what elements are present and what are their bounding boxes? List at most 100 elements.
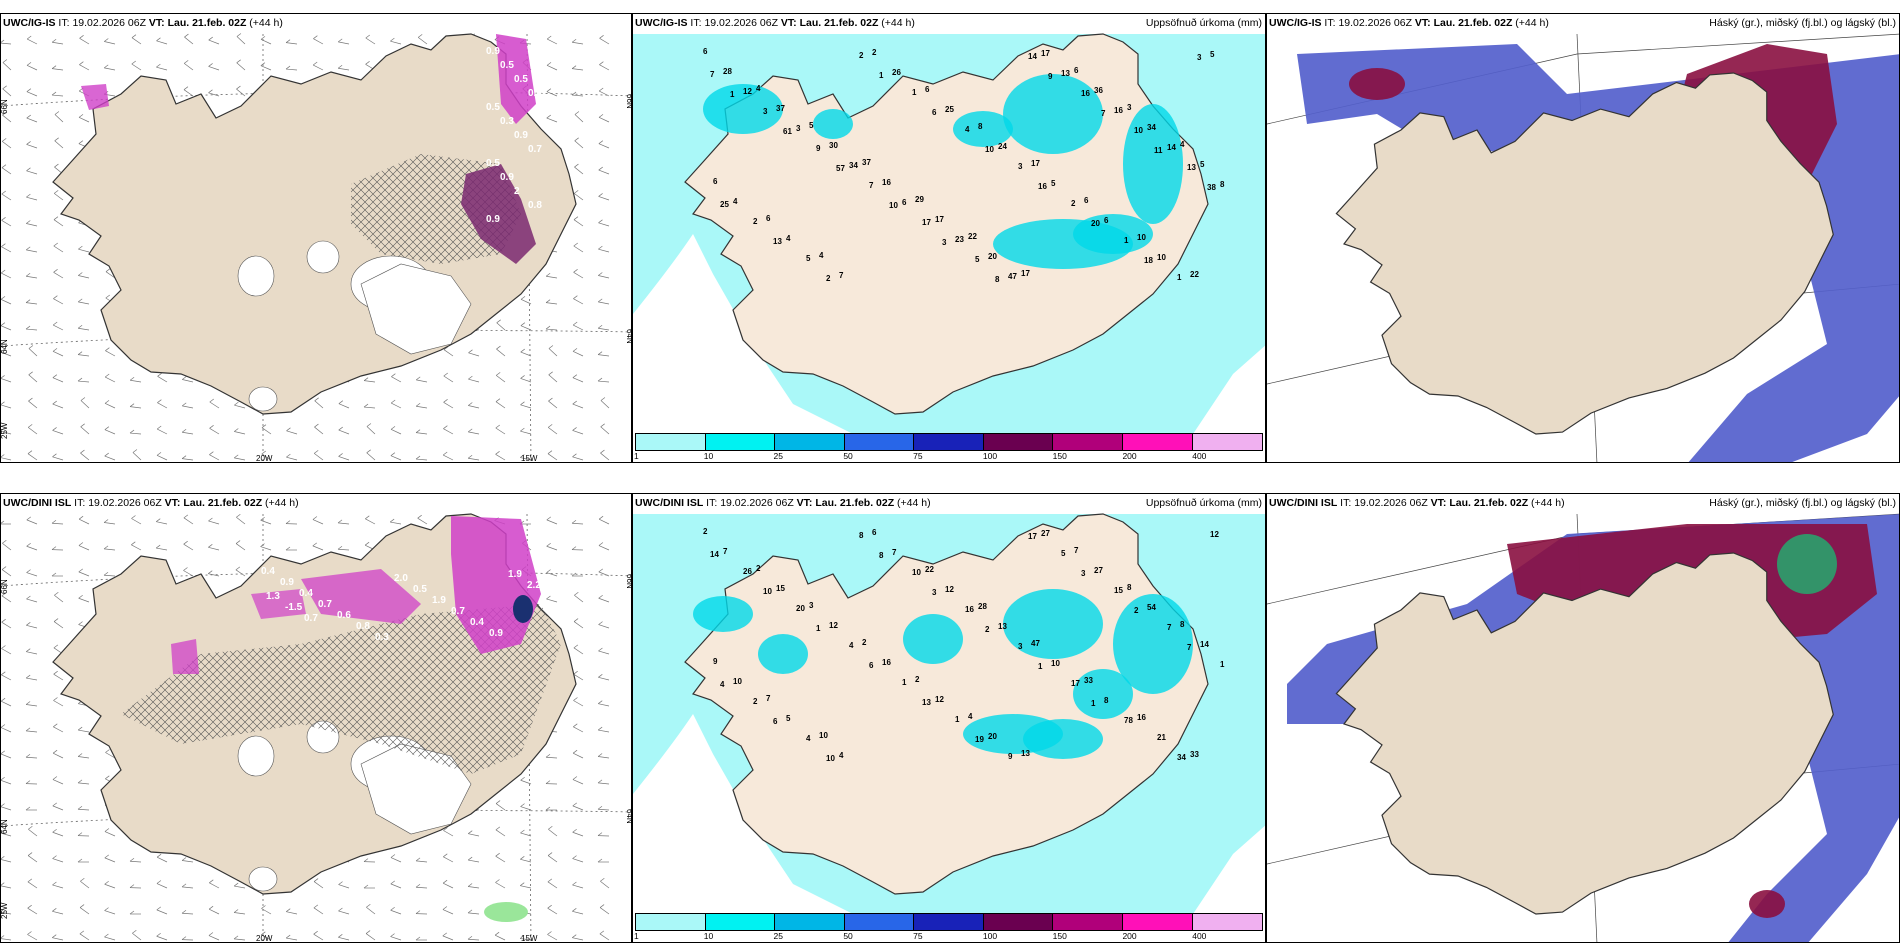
- wind-barb-feather: [572, 802, 578, 807]
- wind-barb-feather: [443, 372, 448, 377]
- wind-barb-feather: [78, 272, 83, 276]
- wind-barb: [417, 517, 428, 525]
- precip-value-label: 17: [1028, 532, 1037, 541]
- panel-title: UWC/IG-IS IT: 19.02.2026 06Z VT: Lau. 21…: [3, 17, 283, 29]
- precip-area: [693, 596, 753, 632]
- precip-value-label: 4: [839, 751, 844, 760]
- wind-barb: [132, 452, 142, 461]
- wind-barb: [496, 348, 506, 357]
- wind-barb-feather: [313, 35, 318, 39]
- precip-value-label: 2: [859, 51, 864, 60]
- wind-barb: [573, 298, 584, 305]
- wind-barb: [78, 518, 90, 525]
- precip-value-label: 14: [1167, 143, 1176, 152]
- wind-barb: [574, 140, 584, 149]
- precip-value-label: 3: [932, 588, 937, 597]
- wind-barb-feather: [546, 569, 551, 573]
- wind-barb: [208, 66, 220, 71]
- snow-shading: [461, 164, 536, 264]
- wind-barb-feather: [156, 518, 161, 522]
- wind-barb: [1, 325, 12, 331]
- wind-value-label: 0.6: [337, 610, 351, 621]
- precip-value-label: 10: [985, 145, 994, 154]
- wind-barb-feather: [545, 753, 551, 758]
- wind-barb: [1, 621, 12, 629]
- wind-barb-feather: [520, 375, 525, 379]
- wind-barb: [548, 828, 558, 837]
- wind-barb: [26, 275, 38, 279]
- wind-barb: [28, 400, 38, 409]
- wind-barb-feather: [183, 567, 188, 571]
- wind-barb-feather: [1, 454, 5, 458]
- precip-value-label: 16: [882, 658, 891, 667]
- colorbar-tick-label: 200: [1122, 931, 1137, 941]
- wind-barb-feather: [573, 242, 578, 247]
- precip-value-label: 10: [826, 754, 835, 763]
- wind-barb-feather: [105, 775, 110, 780]
- wind-barb-feather: [80, 397, 86, 401]
- wind-barb-feather: [598, 114, 604, 118]
- iceland-land: [1335, 72, 1834, 435]
- wind-barb: [496, 322, 506, 331]
- wind-value-label: 1.9: [432, 595, 446, 606]
- wind-barb: [54, 140, 64, 149]
- precip-value-label: 33: [1084, 676, 1093, 685]
- wind-barb-feather: [547, 852, 553, 856]
- latitude-label: 25W: [1, 902, 9, 919]
- wind-barb: [520, 938, 532, 941]
- wind-barb-feather: [1, 322, 6, 326]
- precip-value-label: 1: [902, 678, 907, 687]
- precip-value-label: 7: [723, 547, 728, 556]
- colorbar-segment: [636, 434, 706, 450]
- wind-barb-feather: [105, 268, 111, 272]
- wind-barb-feather: [103, 545, 109, 550]
- wind-barb-feather: [1, 724, 6, 728]
- precip-value-label: 3: [809, 601, 814, 610]
- wind-barb-feather: [1, 645, 6, 649]
- wind-barb: [104, 574, 116, 577]
- wind-barb: [495, 454, 506, 461]
- wind-barb: [390, 429, 402, 435]
- precip-value-label: 3: [1127, 103, 1132, 112]
- wind-barb-feather: [415, 455, 421, 460]
- precip-value-label: 8: [879, 551, 884, 560]
- wind-barb: [26, 730, 38, 733]
- wind-value-label: 0.7: [318, 599, 332, 610]
- wind-barb-feather: [520, 427, 525, 432]
- wind-barb: [234, 404, 246, 409]
- wind-barb-feather: [598, 621, 603, 625]
- precip-value-label: 20: [796, 604, 805, 613]
- wind-barb: [130, 860, 142, 863]
- wind-barb-feather: [363, 858, 369, 862]
- wind-barb: [131, 37, 142, 45]
- colorbar-segment: [1122, 914, 1193, 930]
- wind-barb-feather: [495, 852, 500, 857]
- wind-barb: [209, 428, 220, 435]
- wind-barb-feather: [520, 803, 525, 807]
- wind-barb: [365, 933, 376, 941]
- panel-title: UWC/IG-IS IT: 19.02.2026 06Z VT: Lau. 21…: [635, 17, 915, 29]
- wind-barb: [26, 651, 38, 655]
- precip-value-label: 26: [892, 68, 901, 77]
- wind-barb: [1, 938, 12, 941]
- precip-value-label: 47: [1031, 639, 1040, 648]
- precip-value-label: 10: [1137, 233, 1146, 242]
- cloud-title: Háský (gr.), miðský (fj.bl.) og lágský (…: [1709, 17, 1896, 29]
- wind-barb-feather: [598, 568, 604, 573]
- wind-barb: [26, 144, 38, 149]
- precip-value-label: 5: [1051, 179, 1056, 188]
- wind-barb-feather: [261, 424, 267, 428]
- wind-barb: [208, 546, 220, 551]
- wind-barb: [598, 808, 610, 811]
- wind-barb-feather: [105, 749, 110, 753]
- wind-barb: [26, 170, 38, 175]
- precip-value-label: 3: [1018, 642, 1023, 651]
- wind-barb-feather: [520, 401, 525, 406]
- wind-barb: [313, 38, 324, 45]
- wind-barb-feather: [571, 519, 577, 524]
- wind-barb-feather: [495, 424, 500, 429]
- precip-value-label: 10: [912, 568, 921, 577]
- precip-value-label: 16: [965, 605, 974, 614]
- wind-barb-feather: [363, 403, 369, 408]
- wind-barb: [572, 910, 584, 915]
